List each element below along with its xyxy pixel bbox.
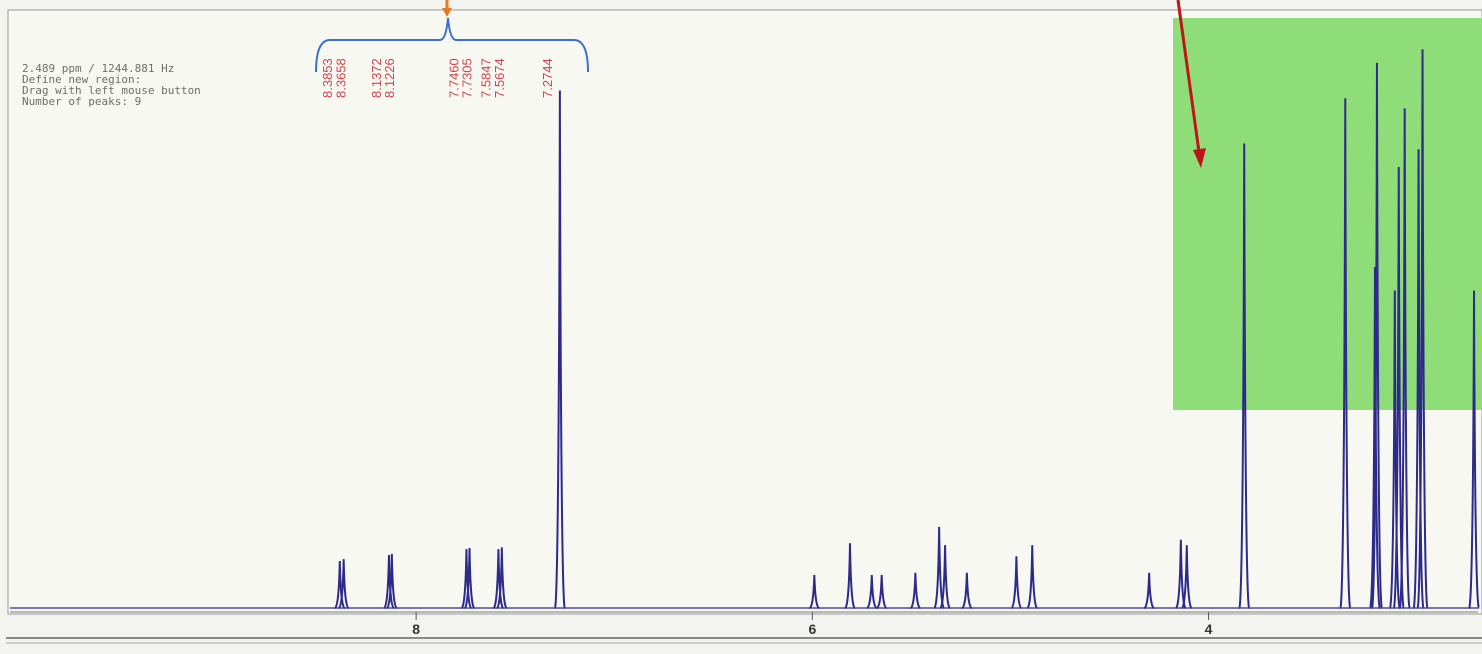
- peak-label: 8.3853: [320, 58, 335, 98]
- peak-label: 7.7305: [460, 58, 475, 98]
- x-tick-label: 8: [412, 621, 420, 637]
- x-tick-label: 6: [808, 621, 816, 637]
- x-tick-label: 4: [1205, 621, 1213, 637]
- nmr-window: 2.489 ppm / 1244.881 HzDefine new region…: [0, 0, 1482, 654]
- peak-label: 7.2744: [540, 58, 555, 98]
- peak-label: 7.5674: [492, 58, 507, 98]
- info-line: Number of peaks: 9: [22, 95, 141, 108]
- selected-region: [1173, 18, 1482, 410]
- peak-label: 8.3658: [334, 58, 349, 98]
- peak-label: 8.1226: [382, 58, 397, 98]
